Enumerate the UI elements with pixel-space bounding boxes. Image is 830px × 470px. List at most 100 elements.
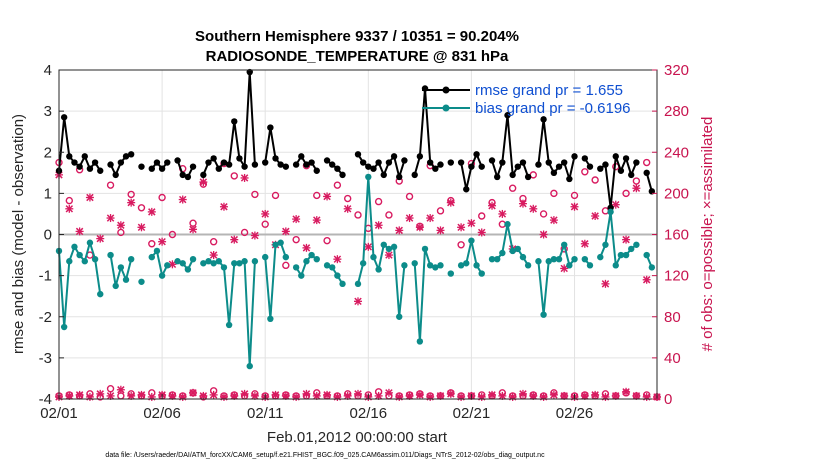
bias-point [447,270,454,277]
bias-point [607,208,614,216]
bias-point [329,264,336,271]
bias-point [612,262,619,269]
rmse-point [339,171,346,179]
x-tick-label: 02/26 [556,405,594,422]
rmse-point [617,167,625,174]
bias-point [236,260,243,267]
rmse-point [334,165,341,172]
bias-point [313,255,320,263]
bias-point [478,270,485,277]
obs-possible-point [209,237,218,246]
obs-assimilated-point [158,237,167,246]
obs-assimilated-point [477,228,486,237]
obs-assimilated-point [75,227,84,236]
rmse-point [179,171,186,179]
rmse-point [308,159,315,166]
bias-point [200,260,207,267]
obs-assimilated-point [85,193,94,202]
y-right-tick-label: 80 [664,309,681,326]
bias-point [463,260,470,267]
obs-possible-point [591,176,599,184]
obs-assimilated-point [137,390,146,399]
obs-assimilated-point [281,391,290,400]
bias-point [153,247,161,255]
bias-point [164,262,171,269]
obs-assimilated-point [601,392,610,401]
rmse-point [370,165,377,172]
obs-assimilated-point [116,221,125,230]
rmse-point [555,163,563,170]
y-axis-right-label: # of obs: o=possible; ×=assimilated [699,117,716,352]
obs-assimilated-point [601,279,610,288]
bias-point [189,255,197,263]
bias-point [499,249,506,257]
obs-assimilated-point [147,207,156,216]
bias-point [411,260,418,267]
rmse-point [158,165,166,172]
obs-assimilated-point [189,388,198,397]
obs-assimilated-point [65,204,74,213]
rmse-series-line [357,153,406,178]
obs-possible-point [106,181,115,189]
rmse-point [540,116,547,123]
rmse-point [251,161,259,168]
rmse-point [396,173,403,181]
obs-assimilated-point [240,389,249,398]
y-tick-label: -2 [39,309,52,326]
obs-possible-point [261,220,269,228]
obs-possible-point [323,236,331,245]
bias-point [385,245,393,253]
obs-assimilated-point [549,216,558,225]
obs-assimilated-point [333,255,342,264]
bias-point [535,258,542,265]
obs-assimilated-point [488,390,497,399]
rmse-point [437,161,444,168]
bias-point [401,262,408,269]
rmse-point [566,175,573,183]
obs-assimilated-point [137,223,146,232]
obs-assimilated-point [467,219,476,228]
obs-possible-point [385,211,393,219]
obs-possible-point [642,158,651,167]
bias-point [359,260,367,267]
bias-point [545,258,552,265]
bias-point [220,264,228,271]
y-right-tick-label: 240 [664,144,689,161]
obs-possible-point [478,212,486,220]
obs-possible-point [581,168,589,176]
bias-point [581,255,589,263]
obs-assimilated-point [415,223,424,232]
bias-point [107,251,114,259]
bias-series-line [151,249,169,277]
bias-series-line [357,175,406,318]
x-tick-label: 02/06 [143,405,181,422]
obs-assimilated-point [354,389,362,398]
rmse-point [210,155,217,162]
rmse-point [329,161,336,168]
bias-point [148,253,155,261]
obs-assimilated-point [384,388,393,397]
plot-area [55,68,661,401]
rmse-point [220,159,228,166]
obs-assimilated-point [96,234,105,243]
rmse-point [504,112,511,119]
obs-assimilated-point [395,392,404,401]
rmse-point [571,153,578,160]
rmse-point [241,163,248,170]
obs-assimilated-point [230,235,239,244]
obs-assimilated-point [199,391,208,400]
bias-point [71,243,78,251]
obs-assimilated-point [446,389,455,398]
y-right-tick-label: 280 [664,103,689,120]
obs-assimilated-point [178,195,187,204]
obs-possible-point [508,184,517,192]
bias-point [205,258,212,265]
bias-point [561,241,568,248]
rmse-point [524,173,532,181]
obs-possible-point [405,192,414,201]
rmse-point [112,171,119,179]
obs-assimilated-point [219,392,228,401]
bias-point [571,255,578,263]
rmse-point [426,159,434,166]
obs-assimilated-point [457,223,466,232]
